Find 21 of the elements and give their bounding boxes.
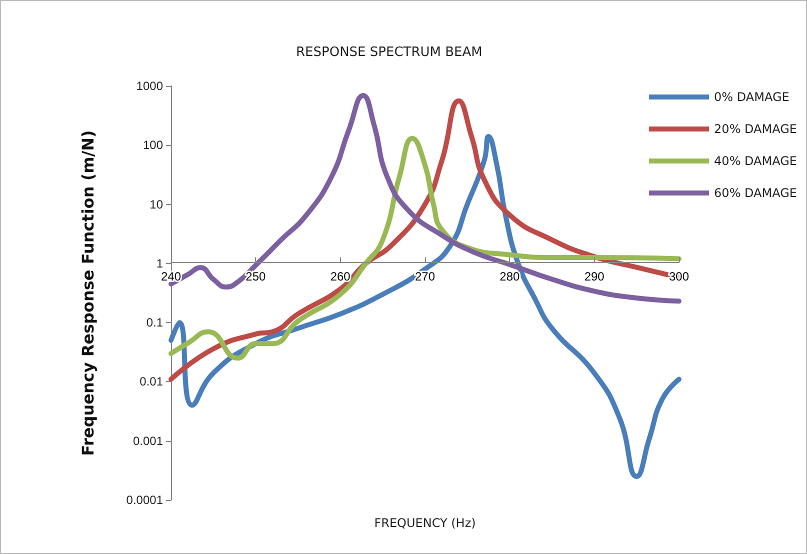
y-tick-label: 100 — [142, 138, 164, 152]
chart-title: RESPONSE SPECTRUM BEAM — [296, 45, 482, 60]
y-axis-title: Frequency Response Function (m/N) — [78, 130, 98, 456]
x-tick-label: 290 — [584, 269, 605, 284]
y-tick-label: 0.0001 — [126, 493, 164, 507]
y-tick-label: 1 — [156, 256, 164, 270]
legend-label: 40% DAMAGE — [714, 154, 798, 168]
x-tick-label: 280 — [500, 269, 520, 284]
x-tick-label: 270 — [414, 269, 436, 284]
x-tick-label: 260 — [330, 269, 351, 284]
y-tick-label: 0.001 — [132, 434, 164, 448]
x-tick-label: 240 — [160, 269, 182, 284]
x-tick-label: 250 — [246, 269, 266, 284]
legend-label: 20% DAMAGE — [714, 122, 798, 136]
x-axis-title: FREQUENCY (Hz) — [374, 516, 476, 530]
y-tick-label: 0.01 — [140, 374, 164, 389]
y-tick-label: 1000 — [136, 79, 164, 93]
legend-label: 0% DAMAGE — [714, 90, 790, 104]
legend-label: 60% DAMAGE — [714, 186, 798, 200]
y-tick-label: 0.1 — [146, 316, 164, 330]
y-tick-label: 10 — [150, 197, 164, 212]
